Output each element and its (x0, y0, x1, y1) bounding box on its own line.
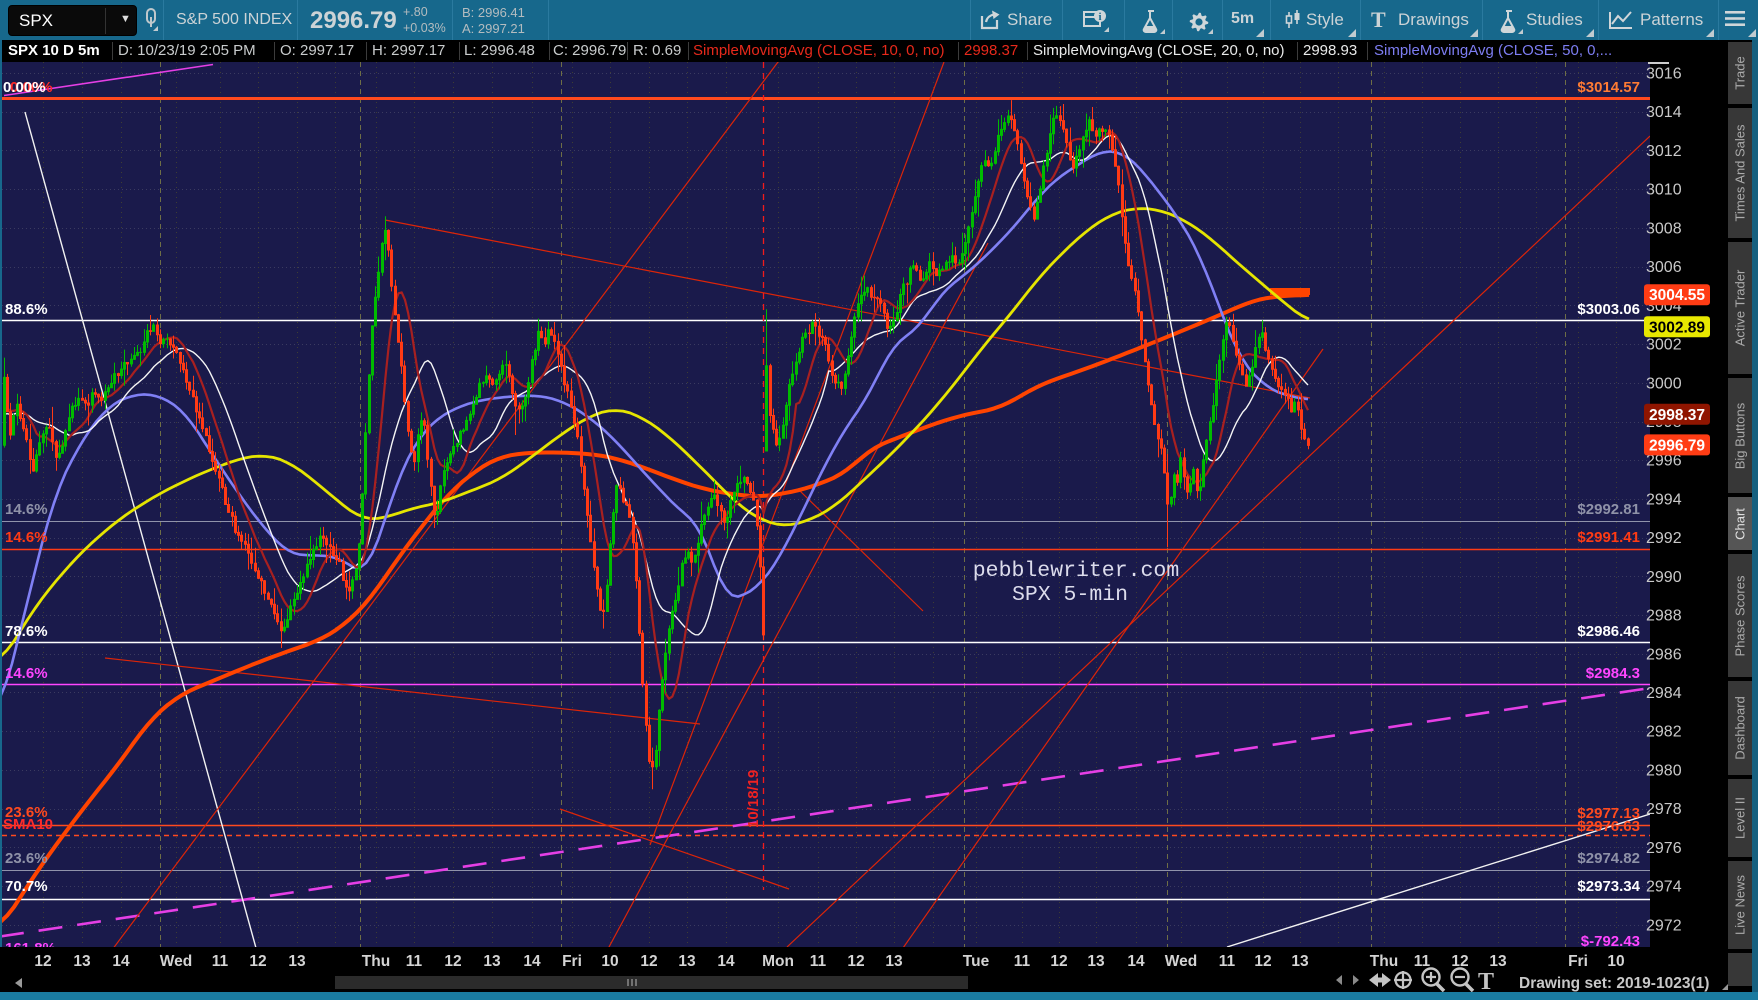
svg-text:Mon: Mon (762, 953, 794, 970)
svg-text:10/18/19: 10/18/19 (745, 770, 762, 828)
svg-text:Fri: Fri (562, 953, 582, 970)
svg-text:3000: 3000 (1646, 375, 1682, 392)
svg-text:$2977.13: $2977.13 (1577, 805, 1640, 822)
svg-text:$2991.41: $2991.41 (1577, 529, 1640, 546)
svg-text:3002: 3002 (1646, 337, 1682, 354)
svg-text:3002.89: 3002.89 (1649, 319, 1705, 336)
svg-text:2982: 2982 (1646, 724, 1682, 741)
svg-text:2996.79: 2996.79 (1649, 437, 1705, 454)
svg-text:2976: 2976 (1646, 840, 1682, 857)
svg-text:$3003.06: $3003.06 (1577, 301, 1640, 318)
svg-text:88.6%: 88.6% (5, 301, 48, 318)
svg-text:2984: 2984 (1646, 685, 1682, 702)
svg-text:23.6%: 23.6% (5, 804, 48, 821)
svg-text:2990: 2990 (1646, 569, 1682, 586)
svg-text:Drawing set: 2019-1023(1): Drawing set: 2019-1023(1) (1519, 975, 1709, 992)
svg-text:0.00%: 0.00% (3, 79, 46, 96)
svg-text:$2984.3: $2984.3 (1586, 665, 1640, 682)
svg-text:13: 13 (1489, 953, 1507, 970)
svg-text:Wed: Wed (160, 953, 192, 970)
svg-text:10: 10 (601, 953, 618, 970)
svg-text:3010: 3010 (1646, 182, 1682, 199)
svg-text:SMA10: SMA10 (3, 816, 53, 833)
svg-text:23.6%: 23.6% (5, 850, 48, 867)
svg-text:11: 11 (1219, 953, 1236, 970)
svg-text:Thu: Thu (362, 953, 390, 970)
svg-text:3014: 3014 (1646, 104, 1682, 121)
svg-text:3004.55: 3004.55 (1649, 287, 1705, 304)
svg-text:Wed: Wed (1165, 953, 1197, 970)
svg-text:Thu: Thu (1370, 953, 1398, 970)
svg-text:2996: 2996 (1646, 453, 1682, 470)
svg-text:11: 11 (212, 953, 229, 970)
svg-text:2972: 2972 (1646, 917, 1682, 934)
svg-text:14: 14 (112, 953, 130, 970)
svg-text:10: 10 (1607, 953, 1624, 970)
svg-text:2980: 2980 (1646, 763, 1682, 780)
svg-text:12: 12 (1451, 953, 1468, 970)
svg-text:3008: 3008 (1646, 220, 1682, 237)
svg-text:2986: 2986 (1646, 646, 1682, 663)
svg-text:3012: 3012 (1646, 143, 1682, 160)
svg-text:14.6%: 14.6% (5, 665, 48, 682)
svg-text:$2992.81: $2992.81 (1577, 501, 1640, 518)
svg-text:14.6%: 14.6% (5, 529, 48, 546)
svg-text:11: 11 (1014, 953, 1031, 970)
svg-text:2992: 2992 (1646, 530, 1682, 547)
svg-text:14: 14 (523, 953, 541, 970)
svg-text:$2973.34: $2973.34 (1577, 878, 1640, 895)
svg-text:13: 13 (483, 953, 501, 970)
svg-text:78.6%: 78.6% (5, 623, 48, 640)
svg-text:13: 13 (1291, 953, 1309, 970)
svg-text:12: 12 (1254, 953, 1271, 970)
svg-text:Tue: Tue (963, 953, 990, 970)
svg-text:11: 11 (406, 953, 423, 970)
svg-text:12: 12 (249, 953, 266, 970)
svg-text:Fri: Fri (1568, 953, 1588, 970)
svg-text:14.6%: 14.6% (5, 501, 48, 518)
svg-text:2994: 2994 (1646, 491, 1682, 508)
svg-text:13: 13 (73, 953, 91, 970)
svg-text:$-792.43: $-792.43 (1581, 933, 1640, 950)
svg-text:12: 12 (640, 953, 657, 970)
svg-text:12: 12 (847, 953, 864, 970)
svg-text:12: 12 (444, 953, 461, 970)
svg-text:pebblewriter.com: pebblewriter.com (973, 559, 1179, 583)
svg-text:11: 11 (1414, 953, 1431, 970)
svg-text:14: 14 (717, 953, 735, 970)
svg-text:$3014.57: $3014.57 (1577, 79, 1640, 96)
svg-text:0.00%: 0.00% (10, 79, 53, 96)
svg-text:$2974.82: $2974.82 (1577, 850, 1640, 867)
svg-text:2988: 2988 (1646, 608, 1682, 625)
svg-text:13: 13 (288, 953, 306, 970)
svg-text:T: T (1478, 969, 1494, 995)
svg-text:13: 13 (678, 953, 696, 970)
svg-text:13: 13 (1087, 953, 1105, 970)
svg-text:2978: 2978 (1646, 801, 1682, 818)
svg-text:70.7%: 70.7% (5, 878, 48, 895)
svg-text:SPX 5-min: SPX 5-min (1012, 583, 1128, 607)
svg-text:14: 14 (1127, 953, 1145, 970)
svg-text:i: i (1098, 11, 1101, 23)
svg-text:12: 12 (1050, 953, 1067, 970)
svg-text:12: 12 (34, 953, 51, 970)
svg-text:11: 11 (810, 953, 827, 970)
svg-text:3006: 3006 (1646, 259, 1682, 276)
svg-text:2998.37: 2998.37 (1649, 407, 1705, 424)
svg-text:$2986.46: $2986.46 (1577, 623, 1640, 640)
svg-text:2974: 2974 (1646, 879, 1682, 896)
svg-text:3016: 3016 (1646, 66, 1682, 83)
svg-text:13: 13 (885, 953, 903, 970)
svg-text:$2976.63: $2976.63 (1577, 818, 1640, 835)
